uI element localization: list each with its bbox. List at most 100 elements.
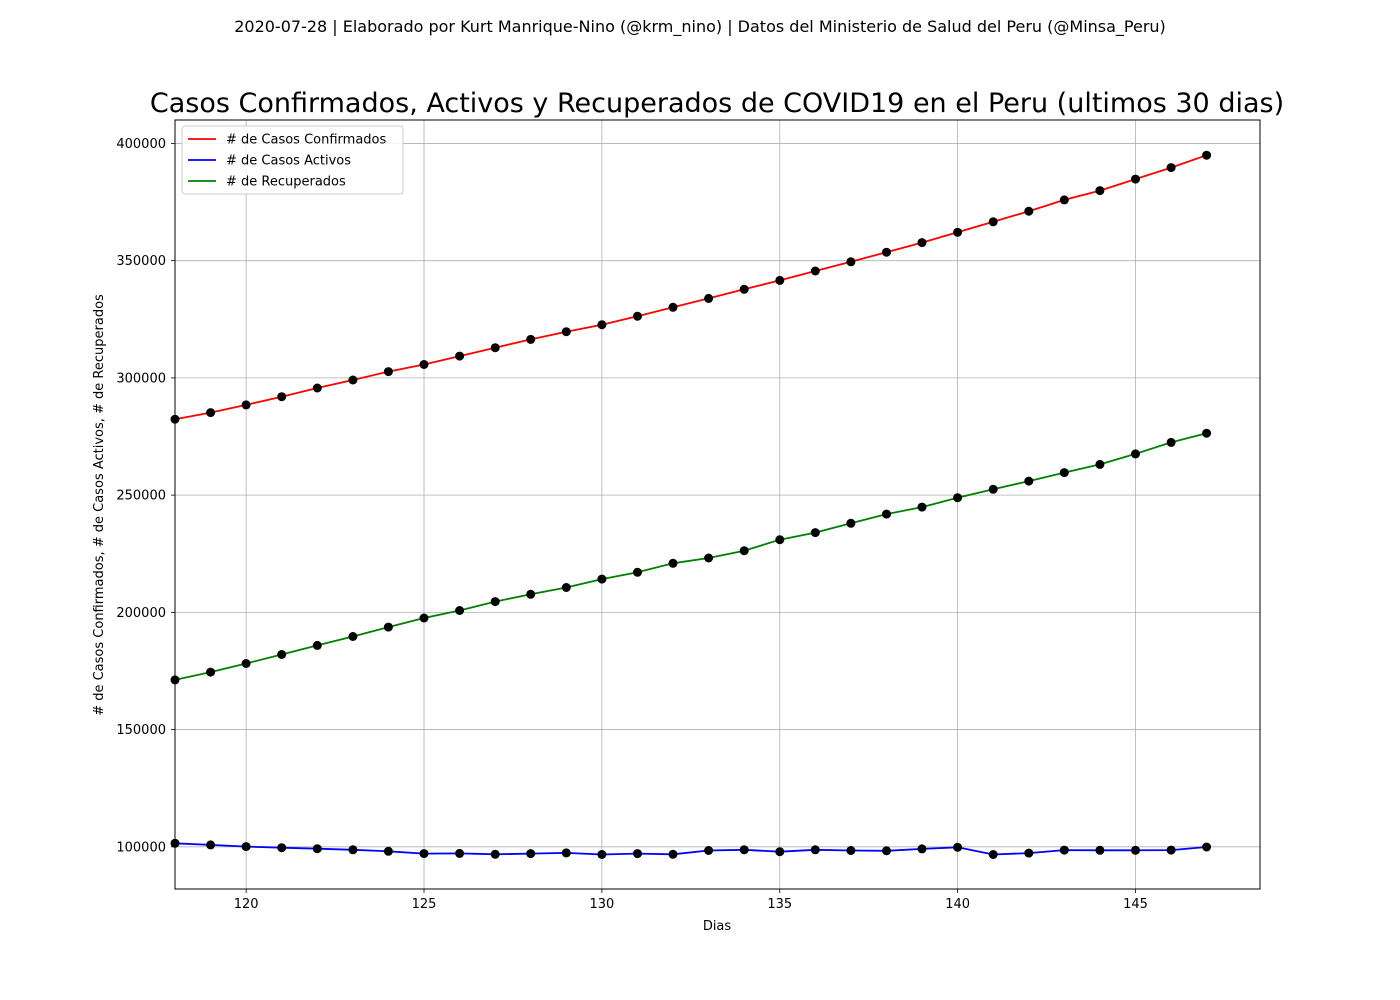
data-point [846,846,856,855]
data-point [739,845,749,855]
data-point [383,367,393,377]
data-point [953,493,963,503]
data-point [1095,459,1105,469]
data-point [1024,476,1034,486]
data-point [1024,206,1034,216]
data-point [241,400,251,410]
data-point [561,583,571,592]
data-point [917,502,927,512]
data-point [633,849,642,859]
data-point [490,849,500,859]
data-point [1202,150,1212,160]
data-point [1059,845,1069,855]
x-tick-label: 135 [767,897,792,912]
data-point [810,845,820,855]
data-point [419,360,429,369]
y-tick-label: 100000 [116,840,166,855]
y-axis-label: # de Casos Confirmados, # de Casos Activ… [92,294,107,716]
data-point [1131,449,1140,459]
data-point [241,842,251,852]
data-point [455,606,465,615]
data-point [704,293,714,303]
data-point [312,844,322,854]
data-point [917,238,927,248]
y-tick-label: 400000 [116,137,166,152]
data-point [633,311,642,321]
legend: # de Casos Confirmados # de Casos Activos… [181,125,404,195]
data-point [561,848,571,858]
data-point [1024,848,1034,858]
x-tick-label: 120 [234,897,259,912]
y-tick-label: 350000 [116,254,166,269]
data-point [419,613,429,623]
x-tick-label: 125 [412,897,437,912]
data-point [988,484,998,494]
data-point [775,535,785,545]
data-point [917,844,927,854]
data-point [348,375,358,385]
data-point [1202,842,1212,852]
legend-entry: # de Casos Activos [226,154,351,169]
axes: 120 125 130 135 140 145 100000 150000 200000 2500… [116,137,1148,912]
y-tick-label: 150000 [116,723,166,738]
data-point [1166,845,1176,855]
data-point [775,847,785,857]
data-point [668,302,678,312]
data-point [455,848,465,858]
data-point [704,846,714,855]
legend-box [181,125,404,195]
series-line-2 [174,432,1207,681]
data-point [1059,468,1069,478]
data-point [597,850,607,859]
data-point [277,392,287,402]
data-point [775,275,785,285]
data-point [348,632,358,641]
data-point [277,843,287,853]
data-point [953,842,963,852]
data-point [277,650,287,659]
data-point [882,846,891,856]
data-point [810,266,820,276]
x-tick-label: 130 [589,897,614,912]
data-point [312,640,322,650]
data-point [704,553,714,563]
data-point [953,227,963,237]
data-point [490,597,500,607]
data-point [1131,174,1140,184]
y-tick-label: 250000 [116,489,166,504]
data-point [206,667,216,677]
data-point [312,383,322,393]
data-point [597,320,607,330]
data-point [1166,163,1176,173]
data-point [633,567,642,577]
series-layer [174,154,1207,856]
data-point [561,327,571,337]
figure-suptitle: 2020-07-28 | Elaborado por Kurt Manrique… [234,17,1166,36]
data-point [241,659,251,668]
data-point [206,840,216,850]
data-point [1202,428,1212,438]
data-point [490,343,500,353]
data-point [455,351,465,361]
data-point [1131,845,1140,855]
series-line-1 [174,842,1207,856]
data-point [846,518,856,528]
data-point [526,334,536,344]
data-point [383,846,393,856]
data-point [988,850,998,859]
data-point [1095,845,1105,855]
plot-frame [174,119,1261,890]
data-point [348,845,358,855]
data-point [882,509,891,519]
data-point [526,849,536,859]
y-tick-label: 200000 [116,606,166,621]
legend-entry: # de Recuperados [226,175,346,190]
marker-layer [170,150,1212,859]
data-point [739,546,749,556]
data-point [810,528,820,538]
data-point [419,849,429,859]
data-point [988,217,998,227]
x-axis-label: Dias [703,919,732,934]
data-point [526,589,536,599]
